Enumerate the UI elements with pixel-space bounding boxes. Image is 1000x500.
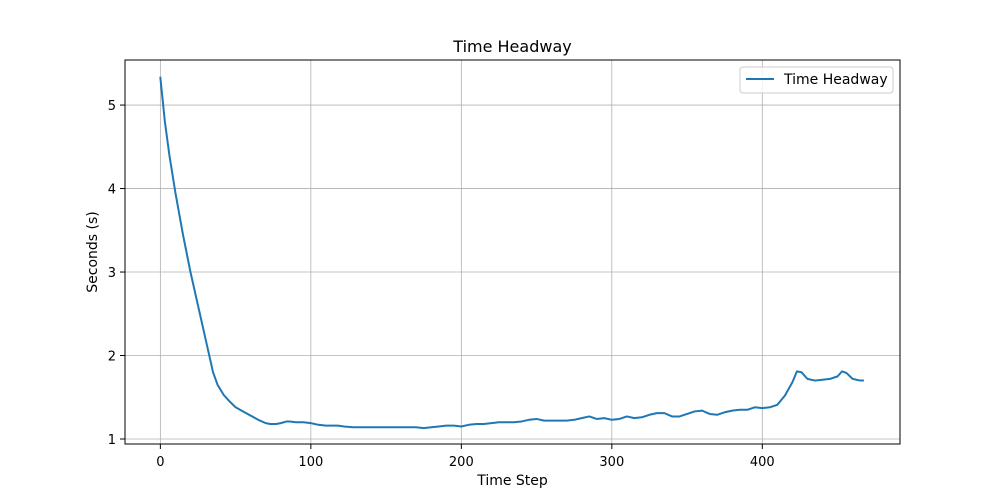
x-tick-label: 0 xyxy=(156,455,164,470)
y-tick-label: 3 xyxy=(108,266,116,281)
chart-title: Time Headway xyxy=(452,37,571,56)
y-tick-label: 1 xyxy=(108,433,116,448)
y-axis-label: Seconds (s) xyxy=(85,211,101,292)
y-tick-label: 5 xyxy=(108,99,116,114)
plot-frame xyxy=(124,59,901,445)
grid-layer xyxy=(125,60,900,444)
y-tick-label: 2 xyxy=(108,350,116,365)
ticks-layer: 0 100 200 300 400 1 2 3 4 5 xyxy=(108,99,775,470)
x-tick-label: 200 xyxy=(449,455,474,470)
y-tick-label: 4 xyxy=(108,183,116,198)
series-layer xyxy=(159,76,865,430)
x-tick-label: 100 xyxy=(298,455,323,470)
series-line-time-headway xyxy=(159,76,865,430)
legend: Time Headway xyxy=(739,66,894,94)
x-tick-label: 400 xyxy=(750,455,775,470)
x-axis-label: Time Step xyxy=(476,473,548,489)
x-tick-label: 300 xyxy=(599,455,624,470)
legend-box xyxy=(739,66,894,94)
legend-label: Time Headway xyxy=(783,72,888,88)
